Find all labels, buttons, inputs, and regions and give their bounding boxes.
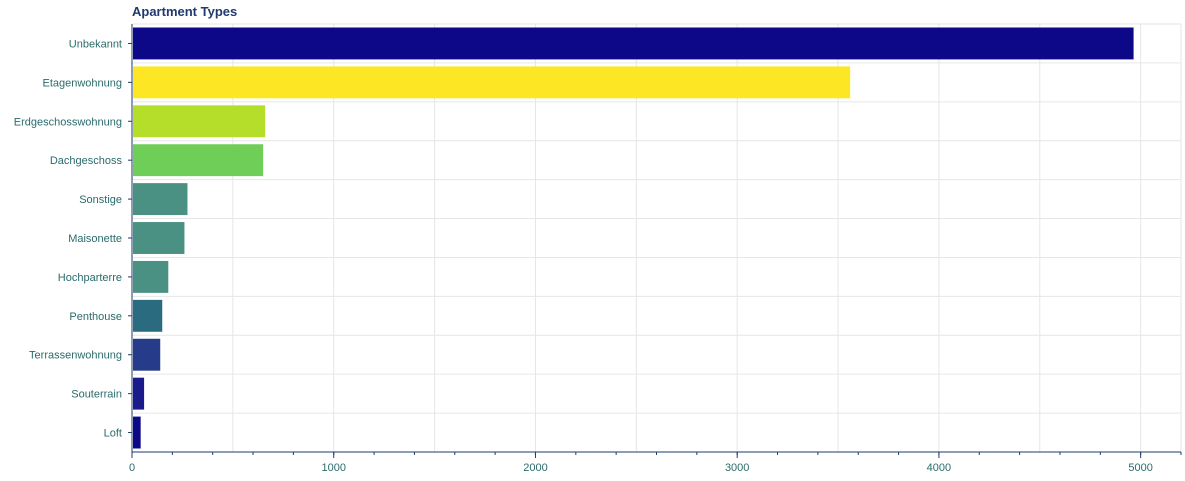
bar-erdgeschosswohnung (133, 105, 266, 138)
chart-title: Apartment Types (132, 4, 238, 19)
y-tick-label: Hochparterre (58, 272, 122, 284)
bar-loft (133, 416, 141, 449)
bar-unbekannt (133, 27, 1134, 60)
y-tick-label: Dachgeschoss (50, 155, 123, 167)
axis-layer: Unbekannt Etagenwohnung Erdgeschosswohnung… (14, 24, 1182, 474)
y-tick-label: Etagenwohnung (42, 77, 122, 89)
y-tick-label: Penthouse (69, 311, 122, 323)
y-tick-label: Sonstige (79, 194, 122, 206)
y-tick-label: Souterrain (71, 389, 122, 401)
x-tick-label: 2000 (523, 462, 547, 474)
x-tick-label: 1000 (321, 462, 345, 474)
x-tick-label: 5000 (1128, 462, 1152, 474)
bar-sonstige (133, 183, 188, 216)
y-tick-label: Loft (104, 428, 122, 440)
y-tick-label: Erdgeschosswohnung (14, 116, 122, 128)
bar-maisonette (133, 222, 185, 254)
bar-dachgeschoss (133, 144, 264, 177)
x-tick-label: 3000 (725, 462, 749, 474)
bar-souterrain (133, 377, 145, 410)
bar-etagenwohnung (133, 66, 851, 99)
y-tick-label: Terrassenwohnung (29, 350, 122, 362)
bar-terrassenwohnung (133, 338, 161, 371)
bar-penthouse (133, 299, 163, 332)
x-tick-label: 4000 (927, 462, 951, 474)
bar-hochparterre (133, 260, 169, 293)
y-tick-label: Maisonette (68, 233, 122, 245)
bar-layer (133, 27, 1134, 449)
y-tick-label: Unbekannt (69, 38, 122, 50)
x-tick-label: 0 (129, 462, 135, 474)
